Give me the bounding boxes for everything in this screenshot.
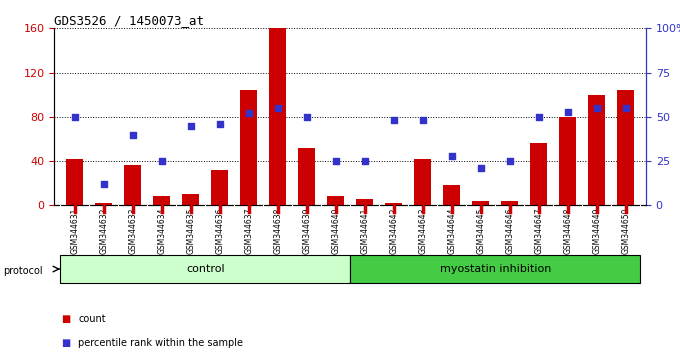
Point — [418, 118, 428, 123]
Text: ■: ■ — [61, 338, 71, 348]
Point — [620, 105, 631, 111]
Point — [388, 118, 399, 123]
Point — [98, 181, 109, 187]
Bar — [327, 196, 344, 205]
Bar — [443, 185, 460, 205]
Text: protocol: protocol — [3, 266, 43, 276]
Bar — [61, 255, 350, 283]
Bar — [350, 255, 640, 283]
Text: ■: ■ — [61, 314, 71, 324]
Bar — [95, 203, 112, 205]
Point — [446, 153, 457, 159]
Point — [272, 105, 283, 111]
Bar — [298, 148, 316, 205]
Bar — [472, 201, 490, 205]
Point — [301, 114, 312, 120]
Point — [592, 105, 602, 111]
Bar — [153, 196, 171, 205]
Text: GSM344641: GSM344641 — [360, 208, 369, 254]
Point — [475, 165, 486, 171]
Point — [505, 158, 515, 164]
Point — [330, 158, 341, 164]
Text: GSM344648: GSM344648 — [563, 208, 572, 254]
Bar — [356, 199, 373, 205]
Text: GSM344636: GSM344636 — [215, 208, 224, 254]
Text: GSM344645: GSM344645 — [476, 208, 486, 254]
Text: control: control — [186, 264, 224, 274]
Text: GSM344632: GSM344632 — [99, 208, 108, 254]
Bar — [240, 90, 258, 205]
Bar — [269, 28, 286, 205]
Text: GSM344640: GSM344640 — [331, 208, 340, 254]
Bar — [124, 166, 141, 205]
Point — [562, 109, 573, 114]
Text: GSM344631: GSM344631 — [70, 208, 79, 254]
Text: GSM344649: GSM344649 — [592, 208, 601, 254]
Text: GSM344644: GSM344644 — [447, 208, 456, 254]
Text: count: count — [78, 314, 106, 324]
Bar — [66, 159, 84, 205]
Text: percentile rank within the sample: percentile rank within the sample — [78, 338, 243, 348]
Text: GSM344642: GSM344642 — [389, 208, 398, 254]
Bar — [617, 90, 634, 205]
Text: GSM344634: GSM344634 — [157, 208, 166, 254]
Text: GSM344633: GSM344633 — [129, 208, 137, 254]
Text: GSM344646: GSM344646 — [505, 208, 514, 254]
Text: GDS3526 / 1450073_at: GDS3526 / 1450073_at — [54, 14, 205, 27]
Text: myostatin inhibition: myostatin inhibition — [439, 264, 551, 274]
Bar — [588, 95, 605, 205]
Bar — [501, 201, 518, 205]
Bar — [211, 170, 228, 205]
Bar — [182, 194, 199, 205]
Text: GSM344650: GSM344650 — [622, 208, 630, 254]
Text: GSM344647: GSM344647 — [534, 208, 543, 254]
Bar — [414, 159, 431, 205]
Bar — [385, 203, 403, 205]
Point — [359, 158, 370, 164]
Point — [533, 114, 544, 120]
Point — [185, 123, 196, 129]
Text: GSM344638: GSM344638 — [273, 208, 282, 254]
Text: GSM344643: GSM344643 — [418, 208, 427, 254]
Bar — [530, 143, 547, 205]
Point — [243, 110, 254, 116]
Text: GSM344639: GSM344639 — [302, 208, 311, 254]
Point — [127, 132, 138, 137]
Text: GSM344635: GSM344635 — [186, 208, 195, 254]
Text: GSM344637: GSM344637 — [244, 208, 253, 254]
Point — [69, 114, 80, 120]
Point — [156, 158, 167, 164]
Point — [214, 121, 225, 127]
Bar — [559, 117, 577, 205]
